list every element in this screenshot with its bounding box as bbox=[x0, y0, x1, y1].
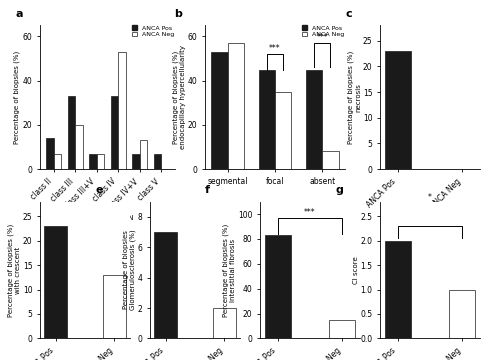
Text: f: f bbox=[205, 185, 210, 195]
Text: c: c bbox=[345, 9, 352, 19]
Bar bbox=[384, 241, 410, 338]
Bar bbox=[102, 275, 126, 338]
Bar bbox=[75, 125, 82, 169]
Bar bbox=[212, 52, 228, 169]
Legend: ANCA Pos, ANCA Neg: ANCA Pos, ANCA Neg bbox=[132, 26, 174, 37]
Y-axis label: Percentage of biopsies (%)
Interstitial fibrosis: Percentage of biopsies (%) Interstitial … bbox=[223, 223, 236, 317]
Bar bbox=[306, 69, 322, 169]
Text: *: * bbox=[428, 193, 432, 202]
Bar bbox=[46, 138, 54, 169]
Bar bbox=[118, 52, 126, 169]
Y-axis label: CI score: CI score bbox=[353, 256, 359, 284]
X-axis label: ISN Class of LN: ISN Class of LN bbox=[82, 215, 134, 221]
Y-axis label: Percentage of biopsies (%)
endocapillary hypercellularity: Percentage of biopsies (%) endocapillary… bbox=[172, 45, 186, 149]
Bar bbox=[264, 235, 290, 338]
Bar bbox=[54, 154, 61, 169]
Bar bbox=[450, 289, 475, 338]
Bar bbox=[68, 96, 75, 169]
Bar bbox=[110, 96, 118, 169]
Text: ***: *** bbox=[304, 208, 316, 217]
Text: ***: *** bbox=[316, 33, 328, 42]
Y-axis label: Percentage of biopsies
Glomerulosclerosis (%): Percentage of biopsies Glomerulosclerosi… bbox=[122, 230, 136, 310]
Text: g: g bbox=[335, 185, 343, 195]
Text: b: b bbox=[174, 9, 182, 19]
Bar bbox=[212, 308, 236, 338]
Bar bbox=[132, 154, 140, 169]
Text: a: a bbox=[16, 9, 23, 19]
Text: ***: *** bbox=[269, 44, 281, 53]
Bar bbox=[44, 226, 68, 338]
Bar bbox=[154, 154, 162, 169]
Bar bbox=[154, 232, 178, 338]
Y-axis label: Percentage of biopsies (%)
with crescent: Percentage of biopsies (%) with crescent bbox=[8, 223, 22, 317]
Bar bbox=[330, 320, 355, 338]
Bar bbox=[89, 154, 96, 169]
Text: e: e bbox=[96, 185, 104, 195]
Y-axis label: Percentage of biopsies (%): Percentage of biopsies (%) bbox=[14, 50, 20, 144]
Bar bbox=[96, 154, 104, 169]
Bar bbox=[384, 51, 410, 169]
Legend: ANCA Pos, ANCA Neg: ANCA Pos, ANCA Neg bbox=[302, 26, 344, 37]
Bar bbox=[275, 92, 291, 169]
Bar bbox=[322, 152, 338, 169]
Bar bbox=[140, 140, 147, 169]
Y-axis label: Percentage of biopsies (%)
necrosis: Percentage of biopsies (%) necrosis bbox=[348, 50, 362, 144]
Bar bbox=[228, 43, 244, 169]
Bar bbox=[258, 69, 275, 169]
